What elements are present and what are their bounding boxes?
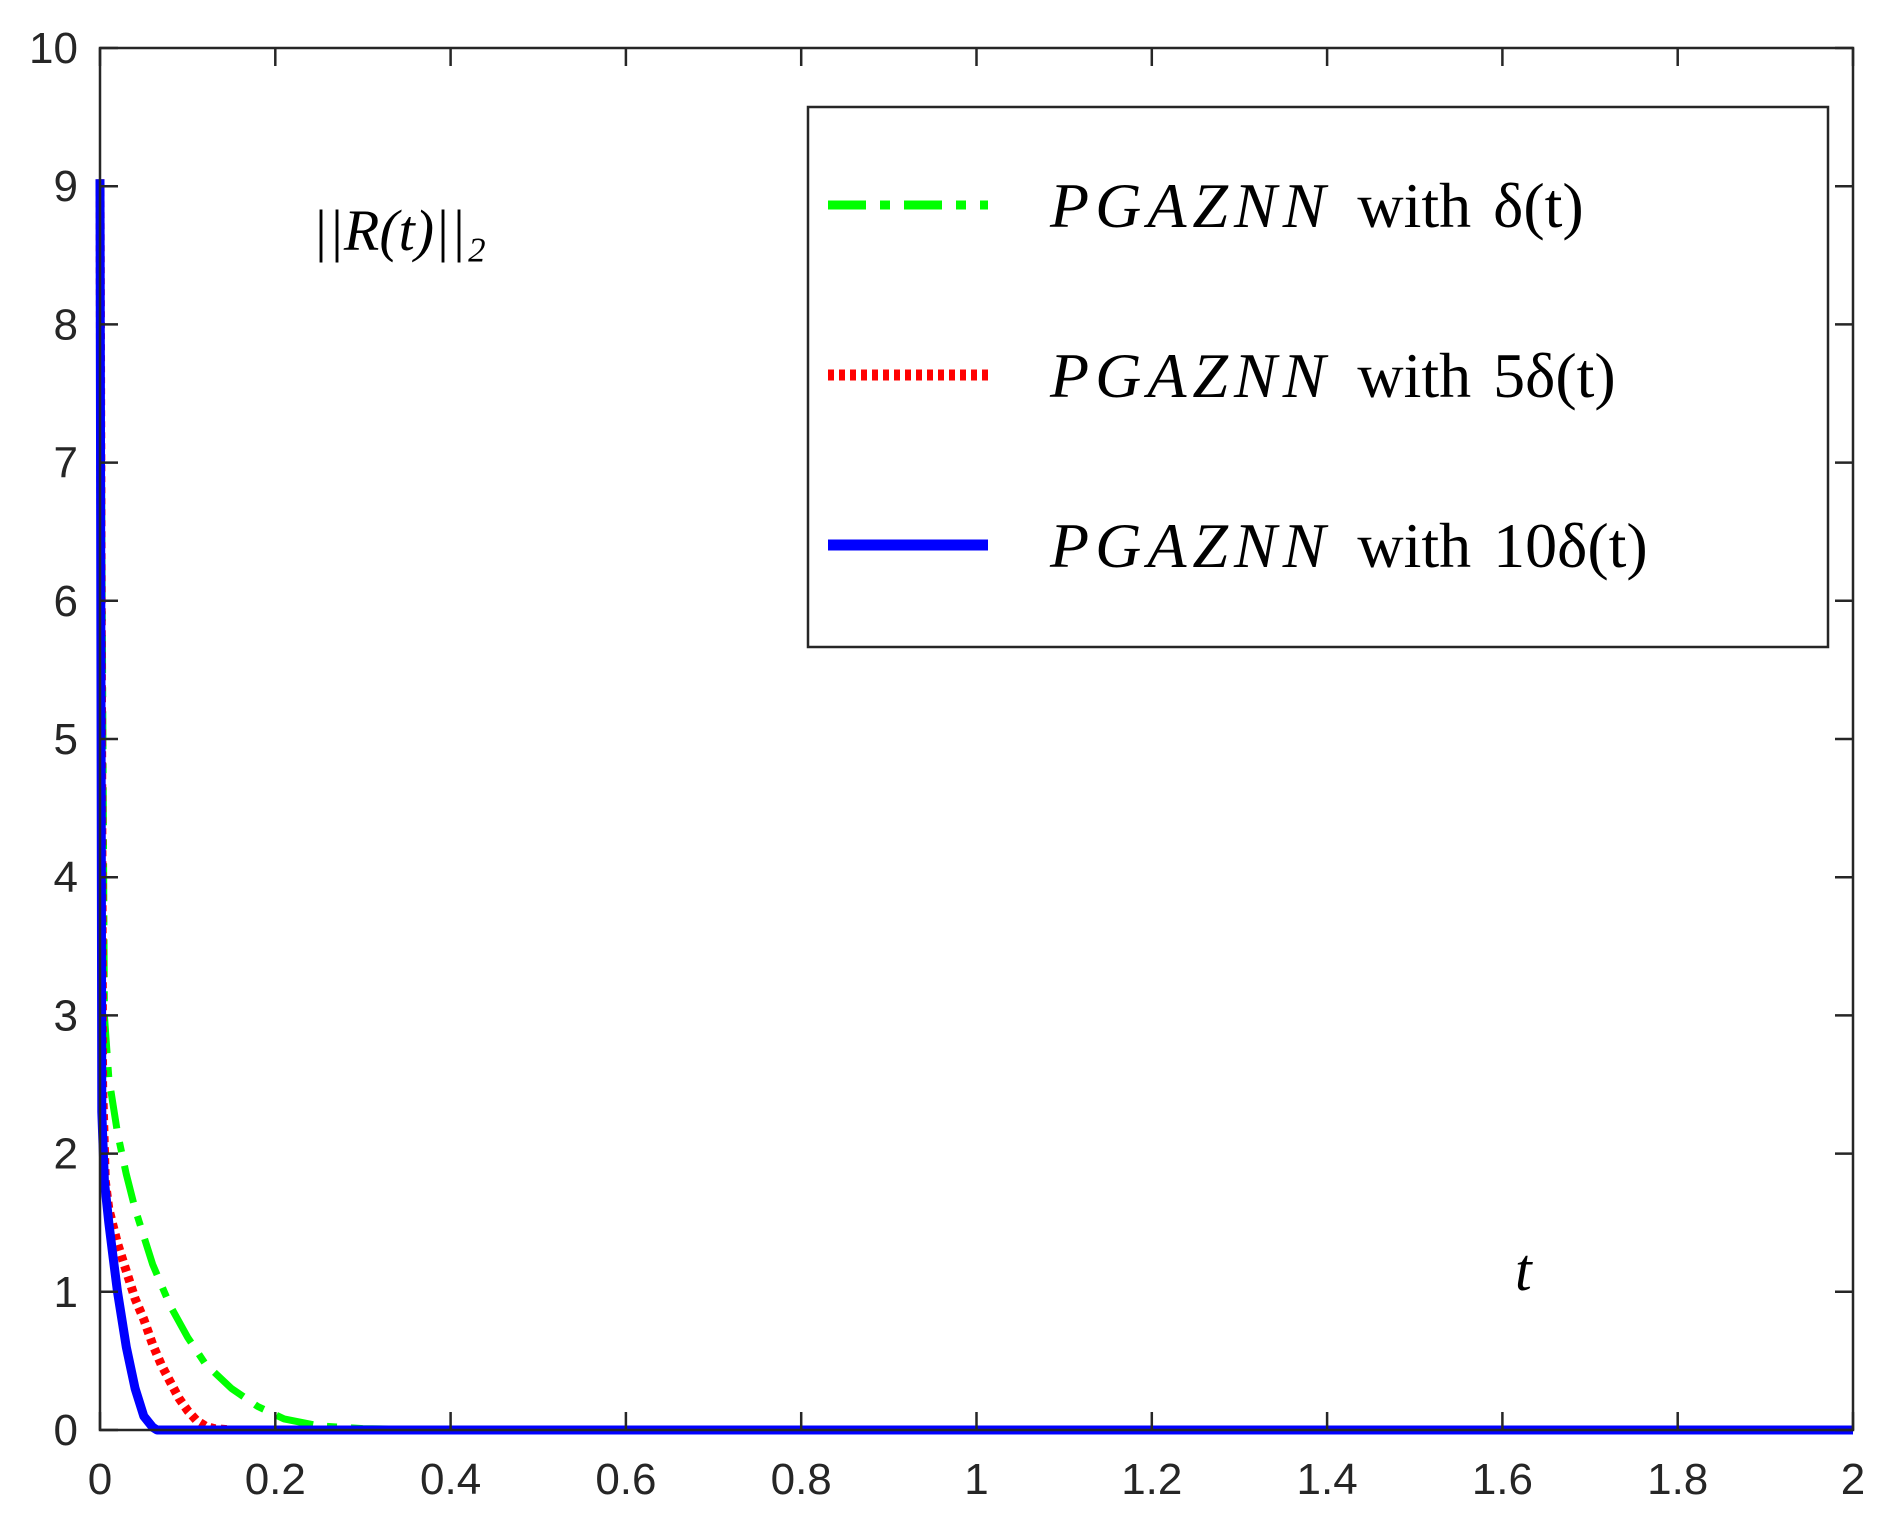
y-tick-label: 6: [54, 577, 78, 626]
y-tick-label: 8: [54, 300, 78, 349]
legend: PGAZNN with δ(t) PGAZNN with 5δ(t) PGAZNN with 1…: [806, 105, 1830, 649]
x-tick-label: 1.6: [1472, 1455, 1533, 1504]
x-tick-label: 0.6: [595, 1455, 656, 1504]
x-tick-label: 1.2: [1121, 1455, 1182, 1504]
legend-box: [806, 105, 1830, 649]
xlabel-annotation: t: [1515, 1237, 1533, 1303]
y-tick-label: 0: [54, 1406, 78, 1455]
x-tick-label: 0.2: [245, 1455, 306, 1504]
y-tick-label: 10: [29, 24, 78, 73]
x-tick-label: 1.8: [1647, 1455, 1708, 1504]
axis-ticks: [98, 46, 1855, 1432]
y-tick-label: 3: [54, 991, 78, 1040]
x-tick-label: 1: [964, 1455, 988, 1504]
x-tick-label: 0: [88, 1455, 112, 1504]
ylabel-annotation: ||R(t)||₂: [312, 198, 486, 263]
x-tick-label: 1.4: [1297, 1455, 1358, 1504]
x-tick-label: 0.4: [420, 1455, 481, 1504]
legend-label: PGAZNN with δ(t): [1049, 170, 1584, 241]
x-tick-label: 0.8: [771, 1455, 832, 1504]
legend-label: PGAZNN with 10δ(t): [1049, 510, 1648, 581]
x-tick-label: 2: [1841, 1455, 1865, 1504]
y-tick-label: 1: [54, 1268, 78, 1317]
legend-label: PGAZNN with 5δ(t): [1049, 340, 1616, 411]
y-tick-label: 4: [54, 853, 78, 902]
axis-tick-labels: 0 0.2 0.4 0.6 0.8 1 1.2 1.4 1.6 1.8 2 0 1 2 3 4 5 6 7 8 9 10: [29, 24, 1865, 1504]
y-tick-label: 5: [54, 715, 78, 764]
y-tick-label: 9: [54, 162, 78, 211]
y-tick-label: 7: [54, 439, 78, 488]
y-tick-label: 2: [54, 1130, 78, 1179]
